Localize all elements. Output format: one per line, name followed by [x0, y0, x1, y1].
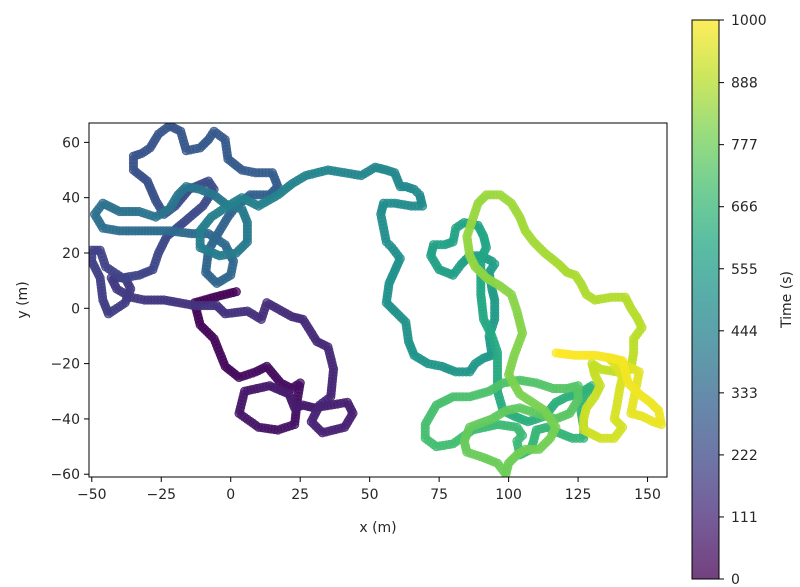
y-axis-label: y (m)	[15, 281, 31, 318]
colorbar-tick-label: 777	[731, 138, 758, 154]
x-tick-label: 25	[291, 487, 309, 503]
x-tick-label: 50	[361, 487, 379, 503]
colorbar-tick-label: 555	[731, 262, 758, 278]
y-tick-label: −60	[50, 467, 80, 483]
y-tick-label: 40	[62, 191, 80, 207]
x-tick-label: 150	[634, 487, 661, 503]
trajectory-markers	[89, 123, 667, 477]
y-tick-label: 20	[62, 246, 80, 262]
y-tick-label: −20	[50, 357, 80, 373]
colorbar-tick-label: 1000	[731, 13, 767, 29]
colorbar-tick-label: 333	[731, 386, 758, 402]
x-tick-label: −25	[146, 487, 176, 503]
colorbar-tick-label: 444	[731, 324, 758, 340]
x-tick-label: 75	[430, 487, 448, 503]
y-tick-label: −40	[50, 412, 80, 428]
colorbar-tick-label: 888	[731, 76, 758, 92]
x-tick-label: −50	[77, 487, 107, 503]
colorbar-tick-label: 111	[731, 510, 758, 526]
y-tick-label: 0	[71, 301, 80, 317]
trajectory-point	[551, 348, 561, 358]
x-tick-label: 125	[565, 487, 592, 503]
colorbar-ticks: 0 111 222 333 444 555 666 777 888 1000	[719, 13, 767, 587]
x-axis: −50 −25 0 25 50 75 100 125 150	[77, 477, 661, 503]
x-tick-label: 100	[495, 487, 522, 503]
colorbar-tick-label: 0	[731, 572, 740, 587]
colorbar: 0 111 222 333 444 555 666 777 888 1000	[691, 13, 767, 587]
colorbar-label: Time (s)	[779, 271, 795, 329]
y-tick-label: 60	[62, 135, 80, 151]
colorbar-tick-label: 222	[731, 448, 758, 464]
plot-area	[88, 122, 668, 478]
x-tick-label: 0	[226, 487, 235, 503]
x-axis-label: x (m)	[359, 520, 396, 536]
plot-frame	[88, 122, 668, 478]
colorbar-scale	[691, 19, 720, 580]
colorbar-tick-label: 666	[731, 200, 758, 216]
y-axis: −60 −40 −20 0 20 40 60	[50, 135, 89, 483]
